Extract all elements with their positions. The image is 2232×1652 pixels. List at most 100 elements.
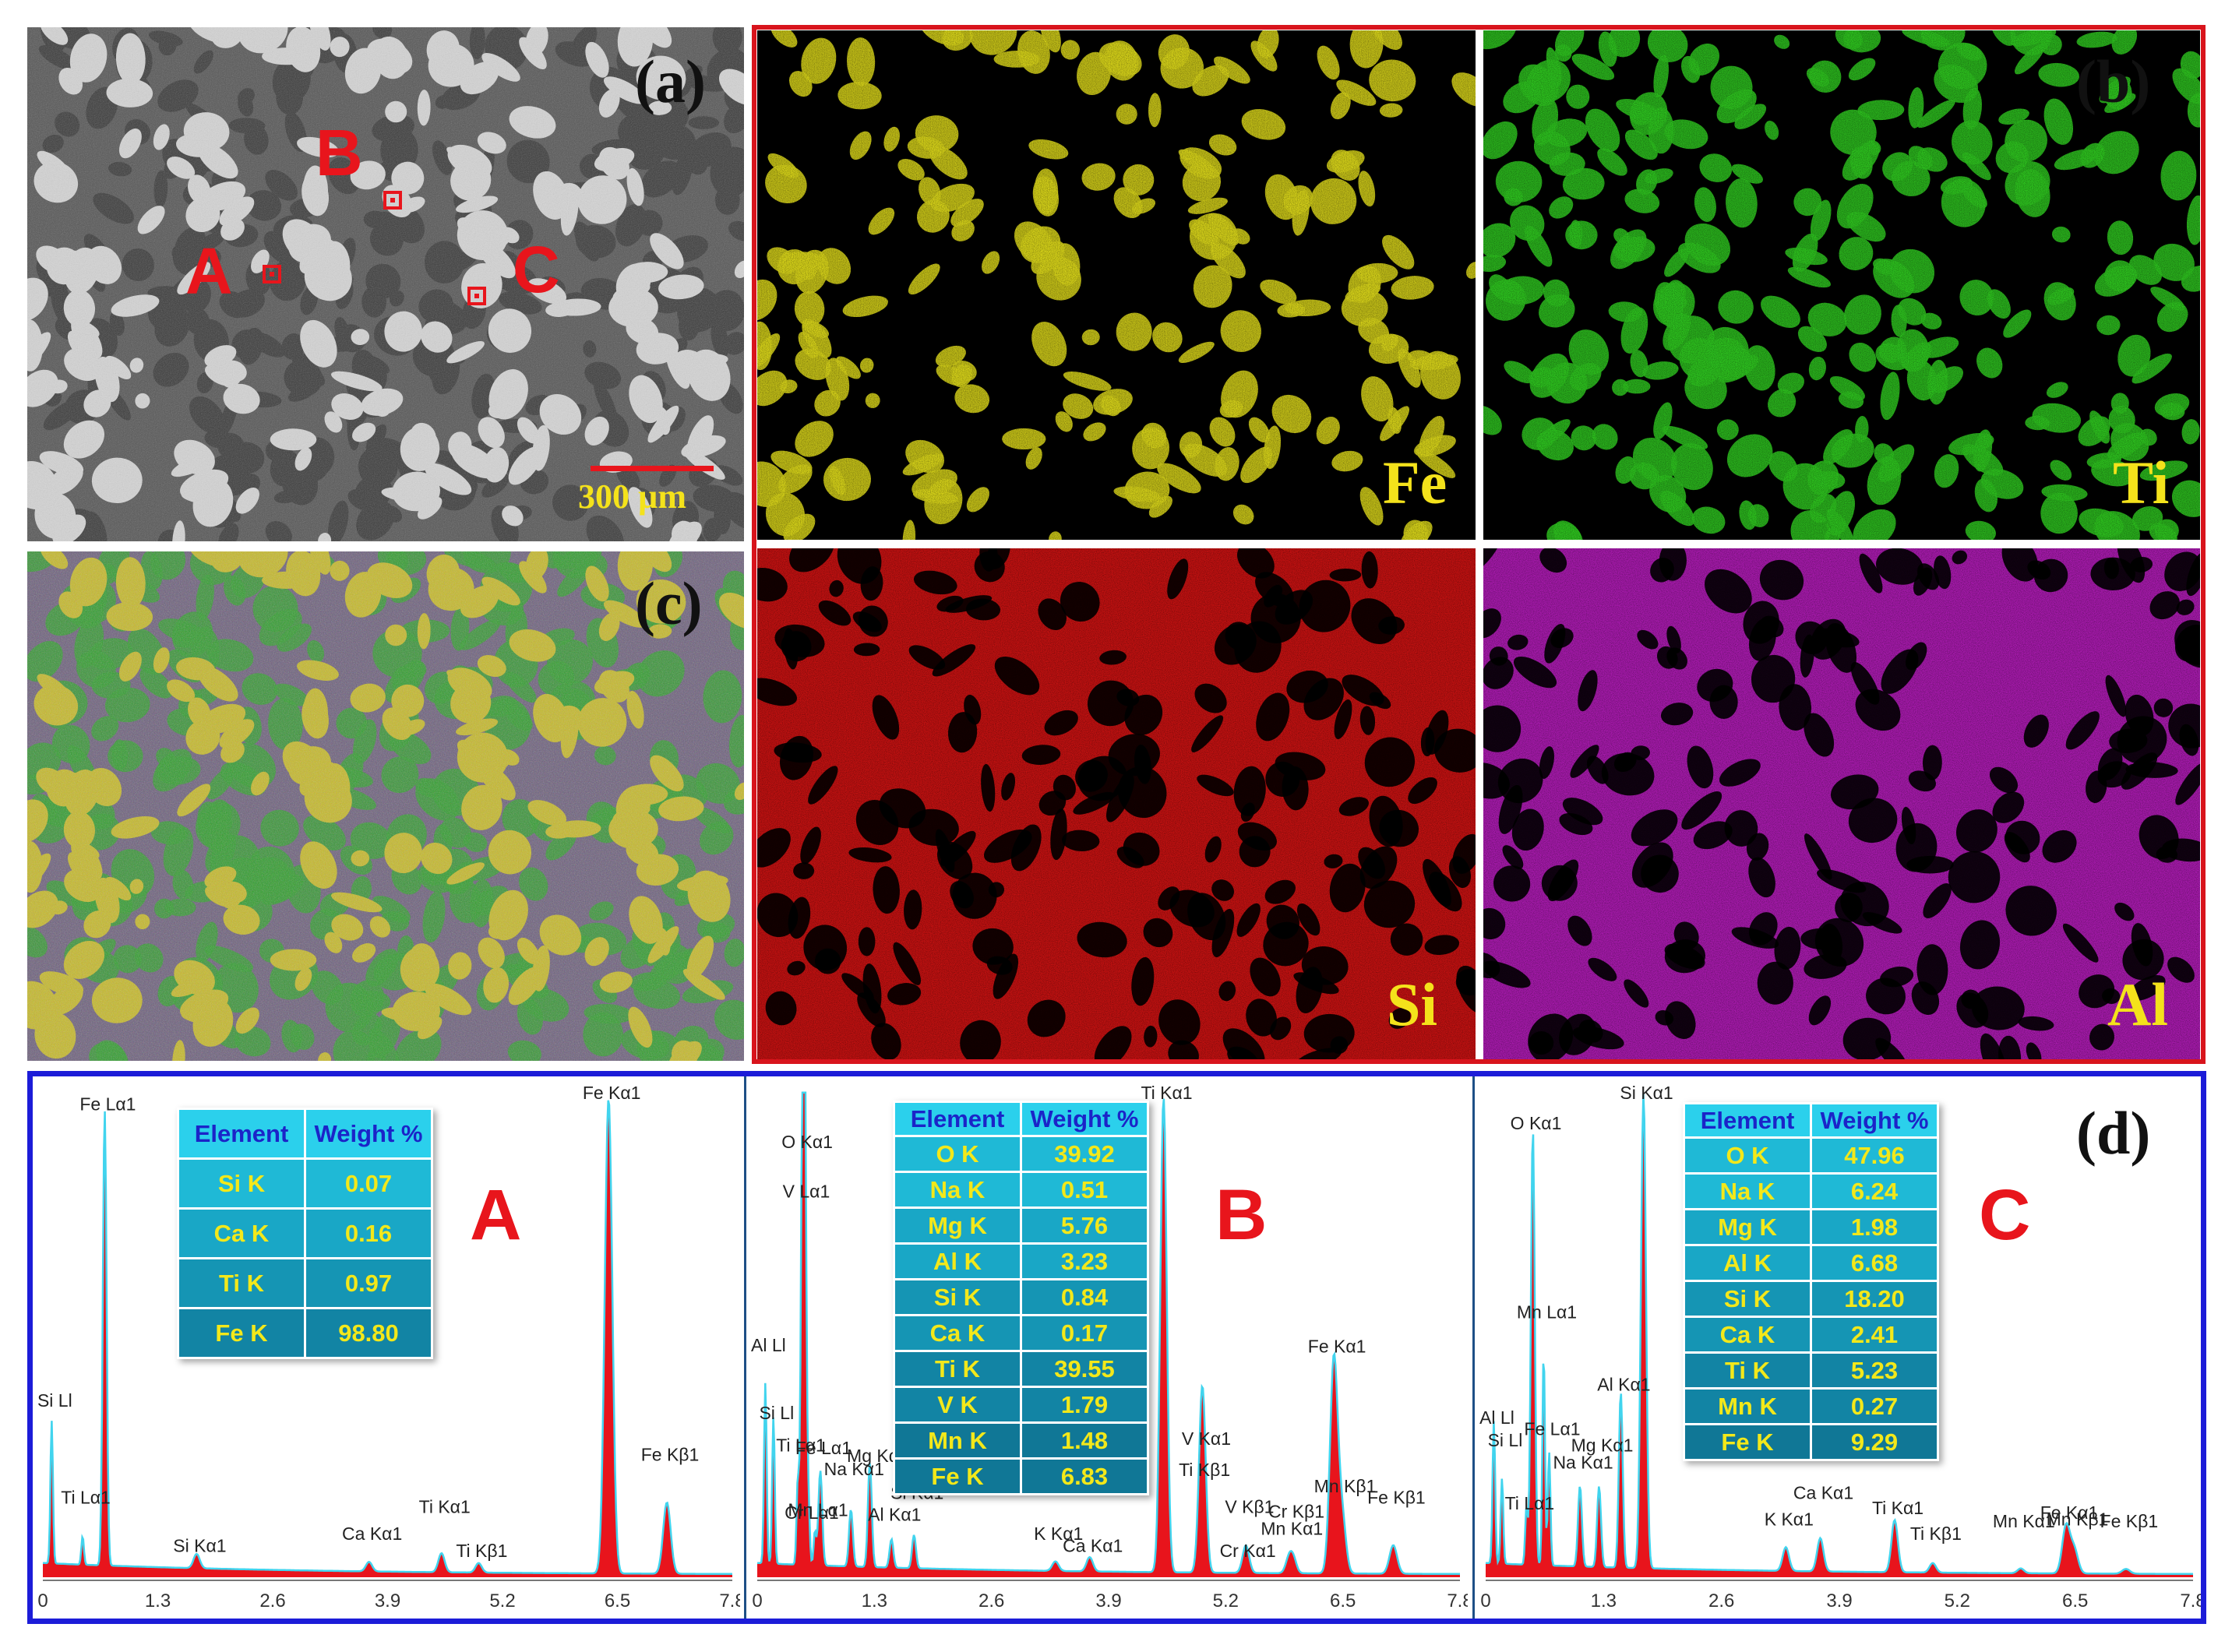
spectrum-c-title: C <box>1979 1175 2031 1255</box>
weight-cell: 47.96 <box>1810 1136 1939 1175</box>
x-tick-label: 1.3 <box>1591 1590 1617 1611</box>
peak-label: Fe Kβ1 <box>641 1445 700 1465</box>
fe-map <box>757 30 1476 540</box>
table-row: Mn K 1.48 <box>893 1421 1149 1460</box>
peak-label: Mn Kα1 <box>1993 1511 2055 1531</box>
x-tick-label: 7.8 <box>1447 1590 1468 1611</box>
peak-label: Fe Kα1 <box>583 1083 641 1103</box>
peak-label: Ti Kβ1 <box>1910 1523 1962 1544</box>
table-row: Ti K 39.55 <box>893 1350 1149 1388</box>
point-c-label: C <box>513 233 560 306</box>
peak-label: Fe Lα1 <box>1524 1419 1580 1439</box>
spectrum-c: 0 1.3 2.6 3.9 5.2 6.5 7.8 O Kα1 Si Kα1 Mn Lα1 Al L… <box>1479 1083 2201 1611</box>
weight-cell: 1.79 <box>1020 1386 1149 1424</box>
weight-cell: 0.97 <box>304 1257 433 1309</box>
element-cell: Mg K <box>893 1206 1022 1245</box>
table-row: Ca K 2.41 <box>1683 1316 1939 1354</box>
table-row: O K 39.92 <box>893 1135 1149 1173</box>
element-cell: Mg K <box>1683 1208 1812 1246</box>
x-tick-label: 1.3 <box>145 1590 171 1611</box>
peak-label: Fe Kβ1 <box>2100 1511 2159 1531</box>
peak-label: Mn Kα1 <box>1261 1519 1323 1539</box>
x-tick-label: 2.6 <box>978 1590 1004 1611</box>
weight-table-c: Element Weight % O K 47.96 Na K 6.24 Mg K 1.98 A… <box>1683 1102 1939 1461</box>
x-tick-label: 6.5 <box>1330 1590 1356 1611</box>
peak-label: Mn Kβ1 <box>2047 1509 2109 1530</box>
sem-micrograph <box>27 27 744 541</box>
element-cell: Fe K <box>177 1307 306 1359</box>
element-cell: Mn K <box>1683 1387 1812 1425</box>
table-row: Al K 6.68 <box>1683 1244 1939 1282</box>
x-tick-label: 7.8 <box>719 1590 740 1611</box>
table-row: Al K 3.23 <box>893 1242 1149 1280</box>
peak-label: Mg Kα <box>847 1446 899 1466</box>
element-cell: O K <box>893 1135 1022 1173</box>
fe-map-label: Fe <box>1383 449 1447 516</box>
point-c-marker <box>467 287 486 305</box>
spectra-divider-1 <box>744 1076 746 1619</box>
table-header-cell: Element <box>893 1101 1022 1137</box>
peak-label: Ti Kβ1 <box>456 1541 507 1561</box>
weight-cell: 9.29 <box>1810 1423 1939 1461</box>
element-cell: Fe K <box>893 1457 1022 1495</box>
peak-label: Si Ll <box>1488 1430 1523 1450</box>
sem-image-panel <box>27 27 744 541</box>
element-cell: Na K <box>1683 1172 1812 1210</box>
peak-label: V Kβ1 <box>1225 1497 1274 1517</box>
x-tick-label: 2.6 <box>1708 1590 1734 1611</box>
al-map-label: Al <box>2107 970 2168 1038</box>
weight-cell: 39.55 <box>1020 1350 1149 1388</box>
element-cell: Ti K <box>177 1257 306 1309</box>
table-row: Ti K 5.23 <box>1683 1351 1939 1390</box>
x-tick-label: 2.6 <box>259 1590 285 1611</box>
weight-cell: 5.76 <box>1020 1206 1149 1245</box>
peak-label: Si Ll <box>37 1390 72 1411</box>
weight-cell: 0.16 <box>304 1207 433 1259</box>
spectrum-line <box>756 1091 1460 1576</box>
weight-table-b: Element Weight % O K 39.92 Na K 0.51 Mg K 5.76 A… <box>893 1101 1149 1495</box>
element-cell: Ca K <box>177 1207 306 1259</box>
table-header-cell: Element <box>1683 1102 1812 1139</box>
element-cell: Si K <box>1683 1280 1812 1318</box>
table-row: Fe K 9.29 <box>1683 1423 1939 1461</box>
peak-label: Ca Kα1 <box>1793 1482 1853 1502</box>
peak-label: Si Kα1 <box>173 1536 226 1556</box>
x-tick-label: 7.8 <box>2180 1590 2201 1611</box>
x-tick-label: 1.3 <box>862 1590 887 1611</box>
ti-map <box>1483 30 2200 540</box>
weight-table-a: Element Weight % Si K 0.07 Ca K 0.16 Ti K 0.97 F… <box>177 1108 433 1359</box>
weight-cell: 1.98 <box>1810 1208 1939 1246</box>
table-header-row: Element Weight % <box>177 1108 433 1160</box>
weight-cell: 0.84 <box>1020 1278 1149 1316</box>
peak-label: K Kα1 <box>1034 1523 1083 1544</box>
si-map <box>757 548 1476 1059</box>
peak-label: Fe Kβ1 <box>1367 1487 1426 1507</box>
point-a-label: A <box>185 234 233 308</box>
panel-b-label: (b) <box>2076 48 2151 115</box>
peak-label: Fe Kα1 <box>2040 1502 2099 1523</box>
element-cell: O K <box>1683 1136 1812 1175</box>
x-tick-label: 0 <box>1480 1590 1490 1611</box>
peak-label: V Lα1 <box>783 1182 830 1202</box>
table-row: Si K 18.20 <box>1683 1280 1939 1318</box>
peak-label: Mg Kα1 <box>1571 1435 1634 1455</box>
spectrum-line <box>42 1100 732 1576</box>
element-cell: Fe K <box>1683 1423 1812 1461</box>
weight-cell: 3.23 <box>1020 1242 1149 1280</box>
peak-label: Ti Lα1 <box>61 1487 111 1507</box>
spectrum-line <box>1485 1094 2193 1576</box>
overlay-map <box>27 551 744 1061</box>
table-row: Mg K 5.76 <box>893 1206 1149 1245</box>
peak-label: Fe Lα1 <box>795 1438 852 1458</box>
table-row: Mg K 1.98 <box>1683 1208 1939 1246</box>
peak-label: Si Ll <box>759 1403 794 1423</box>
peak-label: Cr Lα1 <box>785 1502 839 1523</box>
weight-cell: 5.23 <box>1810 1351 1939 1390</box>
weight-cell: 2.41 <box>1810 1316 1939 1354</box>
weight-cell: 6.24 <box>1810 1172 1939 1210</box>
element-cell: Ca K <box>1683 1316 1812 1354</box>
ti-map-label: Ti <box>2113 449 2170 516</box>
weight-cell: 39.92 <box>1020 1135 1149 1173</box>
panel-a-label: (a) <box>635 48 706 115</box>
